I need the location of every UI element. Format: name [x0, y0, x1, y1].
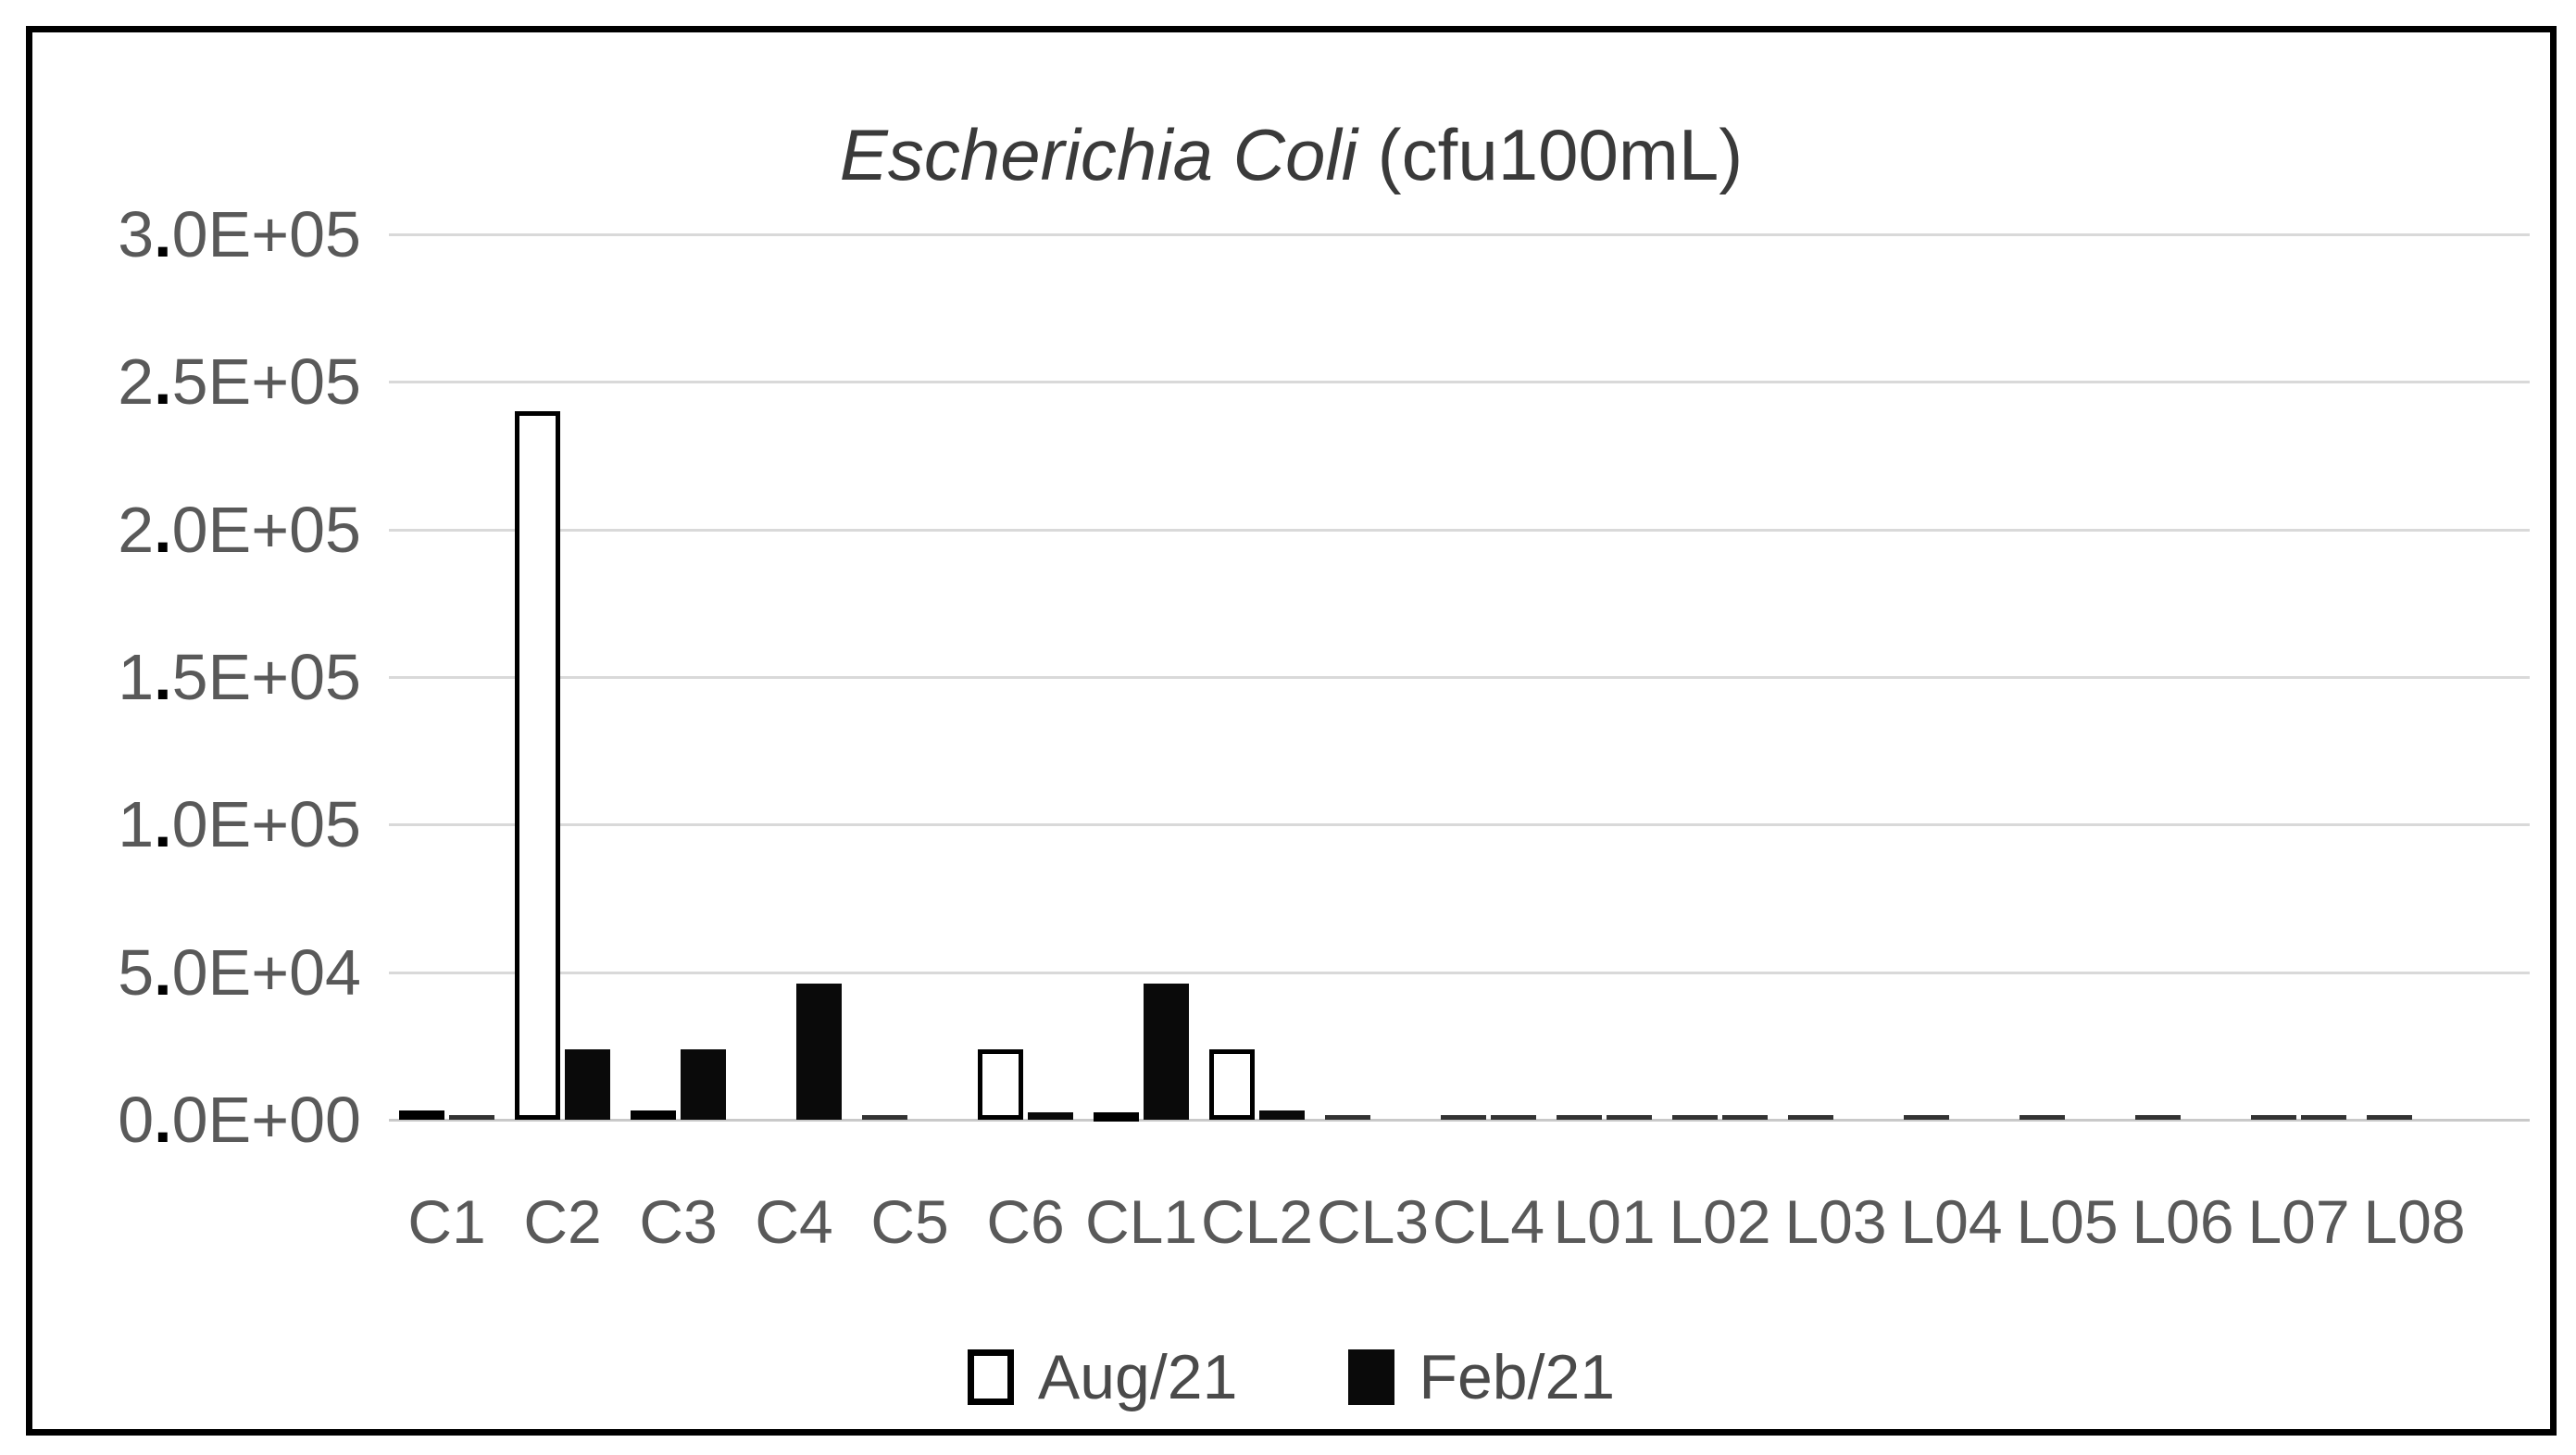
legend-swatch-Aug21-icon: [967, 1349, 1014, 1405]
x-axis-label-C2: C2: [523, 1187, 602, 1256]
x-axis-label-C3: C3: [639, 1187, 718, 1256]
x-axis-label-L08: L08: [2363, 1187, 2466, 1256]
bar-Feb21-CL2: [1259, 1110, 1305, 1120]
bar-Aug21-L07: [2251, 1115, 2296, 1120]
bar-Feb21-C3: [681, 1049, 726, 1120]
bar-Feb21-CL1: [1144, 984, 1189, 1120]
x-axis-label-L05: L05: [2016, 1187, 2119, 1256]
bar-Aug21-L03: [1788, 1115, 1833, 1120]
x-axis-label-L07: L07: [2247, 1187, 2350, 1256]
y-axis-label-5.0E+04: 5.0E+04: [118, 935, 361, 1009]
y-axis-label-0.0E+00: 0.0E+00: [118, 1084, 361, 1156]
bar-Feb21-C2: [565, 1049, 610, 1120]
x-axis-label-L02: L02: [1669, 1187, 1771, 1256]
bar-Feb21-L01: [1607, 1115, 1652, 1120]
bar-Feb21-L07: [2301, 1115, 2346, 1120]
x-axis-label-L03: L03: [1784, 1187, 1887, 1256]
bar-Aug21-L06: [2135, 1115, 2181, 1120]
bar-Aug21-C1: [399, 1110, 444, 1120]
gridline-1.5E+05: [389, 676, 2530, 679]
x-axis-label-L01: L01: [1553, 1187, 1656, 1256]
bar-Feb21-CL4: [1491, 1115, 1536, 1120]
bar-Aug21-C6: [978, 1049, 1023, 1120]
y-axis-label-1.5E+05: 1.5E+05: [118, 641, 361, 713]
gridline-3.0E+05: [389, 233, 2530, 236]
chart-title: Escherichia Coli (cfu100mL): [32, 114, 2550, 197]
gridline-2.0E+05: [389, 528, 2530, 532]
bar-Feb21-C1: [449, 1115, 494, 1120]
x-axis-label-L04: L04: [1900, 1187, 2003, 1256]
bar-Aug21-L05: [2020, 1115, 2065, 1120]
bar-Aug21-C3: [631, 1110, 676, 1120]
legend-label-Feb21: Feb/21: [1419, 1342, 1616, 1412]
bar-Feb21-C6: [1028, 1112, 1073, 1120]
legend: Aug/21 Feb/21: [32, 1346, 2550, 1409]
gridline-5.0E+04: [389, 971, 2530, 974]
y-axis-label-1.0E+05: 1.0E+05: [118, 788, 361, 861]
x-axis-label-C4: C4: [755, 1187, 833, 1256]
bar-Aug21-L08: [2367, 1115, 2412, 1120]
bar-Aug21-L01: [1557, 1115, 1602, 1120]
legend-swatch-Feb21-icon: [1348, 1349, 1395, 1405]
bar-Aug21-CL1: [1094, 1112, 1139, 1122]
chart-title-unit: (cfu100mL): [1357, 114, 1744, 195]
bar-Aug21-CL2: [1209, 1049, 1255, 1120]
x-axis-label-CL2: CL2: [1200, 1187, 1314, 1256]
bar-Aug21-C2: [515, 411, 560, 1120]
legend-item-Aug21: Aug/21: [967, 1342, 1238, 1412]
x-axis-label-CL1: CL1: [1084, 1187, 1198, 1256]
y-axis-label-2.5E+05: 2.5E+05: [118, 345, 361, 419]
bar-Feb21-C4: [796, 984, 842, 1120]
legend-item-Feb21: Feb/21: [1348, 1346, 1615, 1409]
y-axis-label-2.0E+05: 2.0E+05: [118, 493, 361, 566]
chart-frame: Escherichia Coli (cfu100mL) 3.0E+05 2.5E+…: [26, 26, 2557, 1436]
y-axis-label-3.0E+05: 3.0E+05: [118, 198, 361, 270]
gridline-2.5E+05: [389, 381, 2530, 384]
bar-Feb21-L02: [1722, 1115, 1768, 1120]
bar-Aug21-CL4: [1441, 1115, 1486, 1120]
gridline-0.0E+00: [389, 1119, 2530, 1122]
x-axis-label-L06: L06: [2132, 1187, 2234, 1256]
bar-Aug21-L02: [1672, 1115, 1718, 1120]
x-axis-label-C5: C5: [870, 1187, 949, 1256]
chart-title-species: Escherichia Coli: [839, 114, 1358, 195]
legend-label-Aug21: Aug/21: [1037, 1342, 1238, 1412]
bar-Aug21-CL3: [1325, 1115, 1370, 1120]
x-axis-label-C6: C6: [986, 1187, 1065, 1256]
x-axis-label-CL3: CL3: [1316, 1187, 1430, 1256]
plot-area: 3.0E+05 2.5E+05 2.0E+05 1.5E+05 1.0E+05 5.0E+…: [32, 32, 2550, 1429]
bar-Aug21-C5: [862, 1115, 907, 1120]
gridline-1.0E+05: [389, 823, 2530, 827]
x-axis-label-CL4: CL4: [1432, 1187, 1545, 1256]
bar-Aug21-L04: [1904, 1115, 1949, 1120]
x-axis-label-C1: C1: [407, 1187, 486, 1256]
